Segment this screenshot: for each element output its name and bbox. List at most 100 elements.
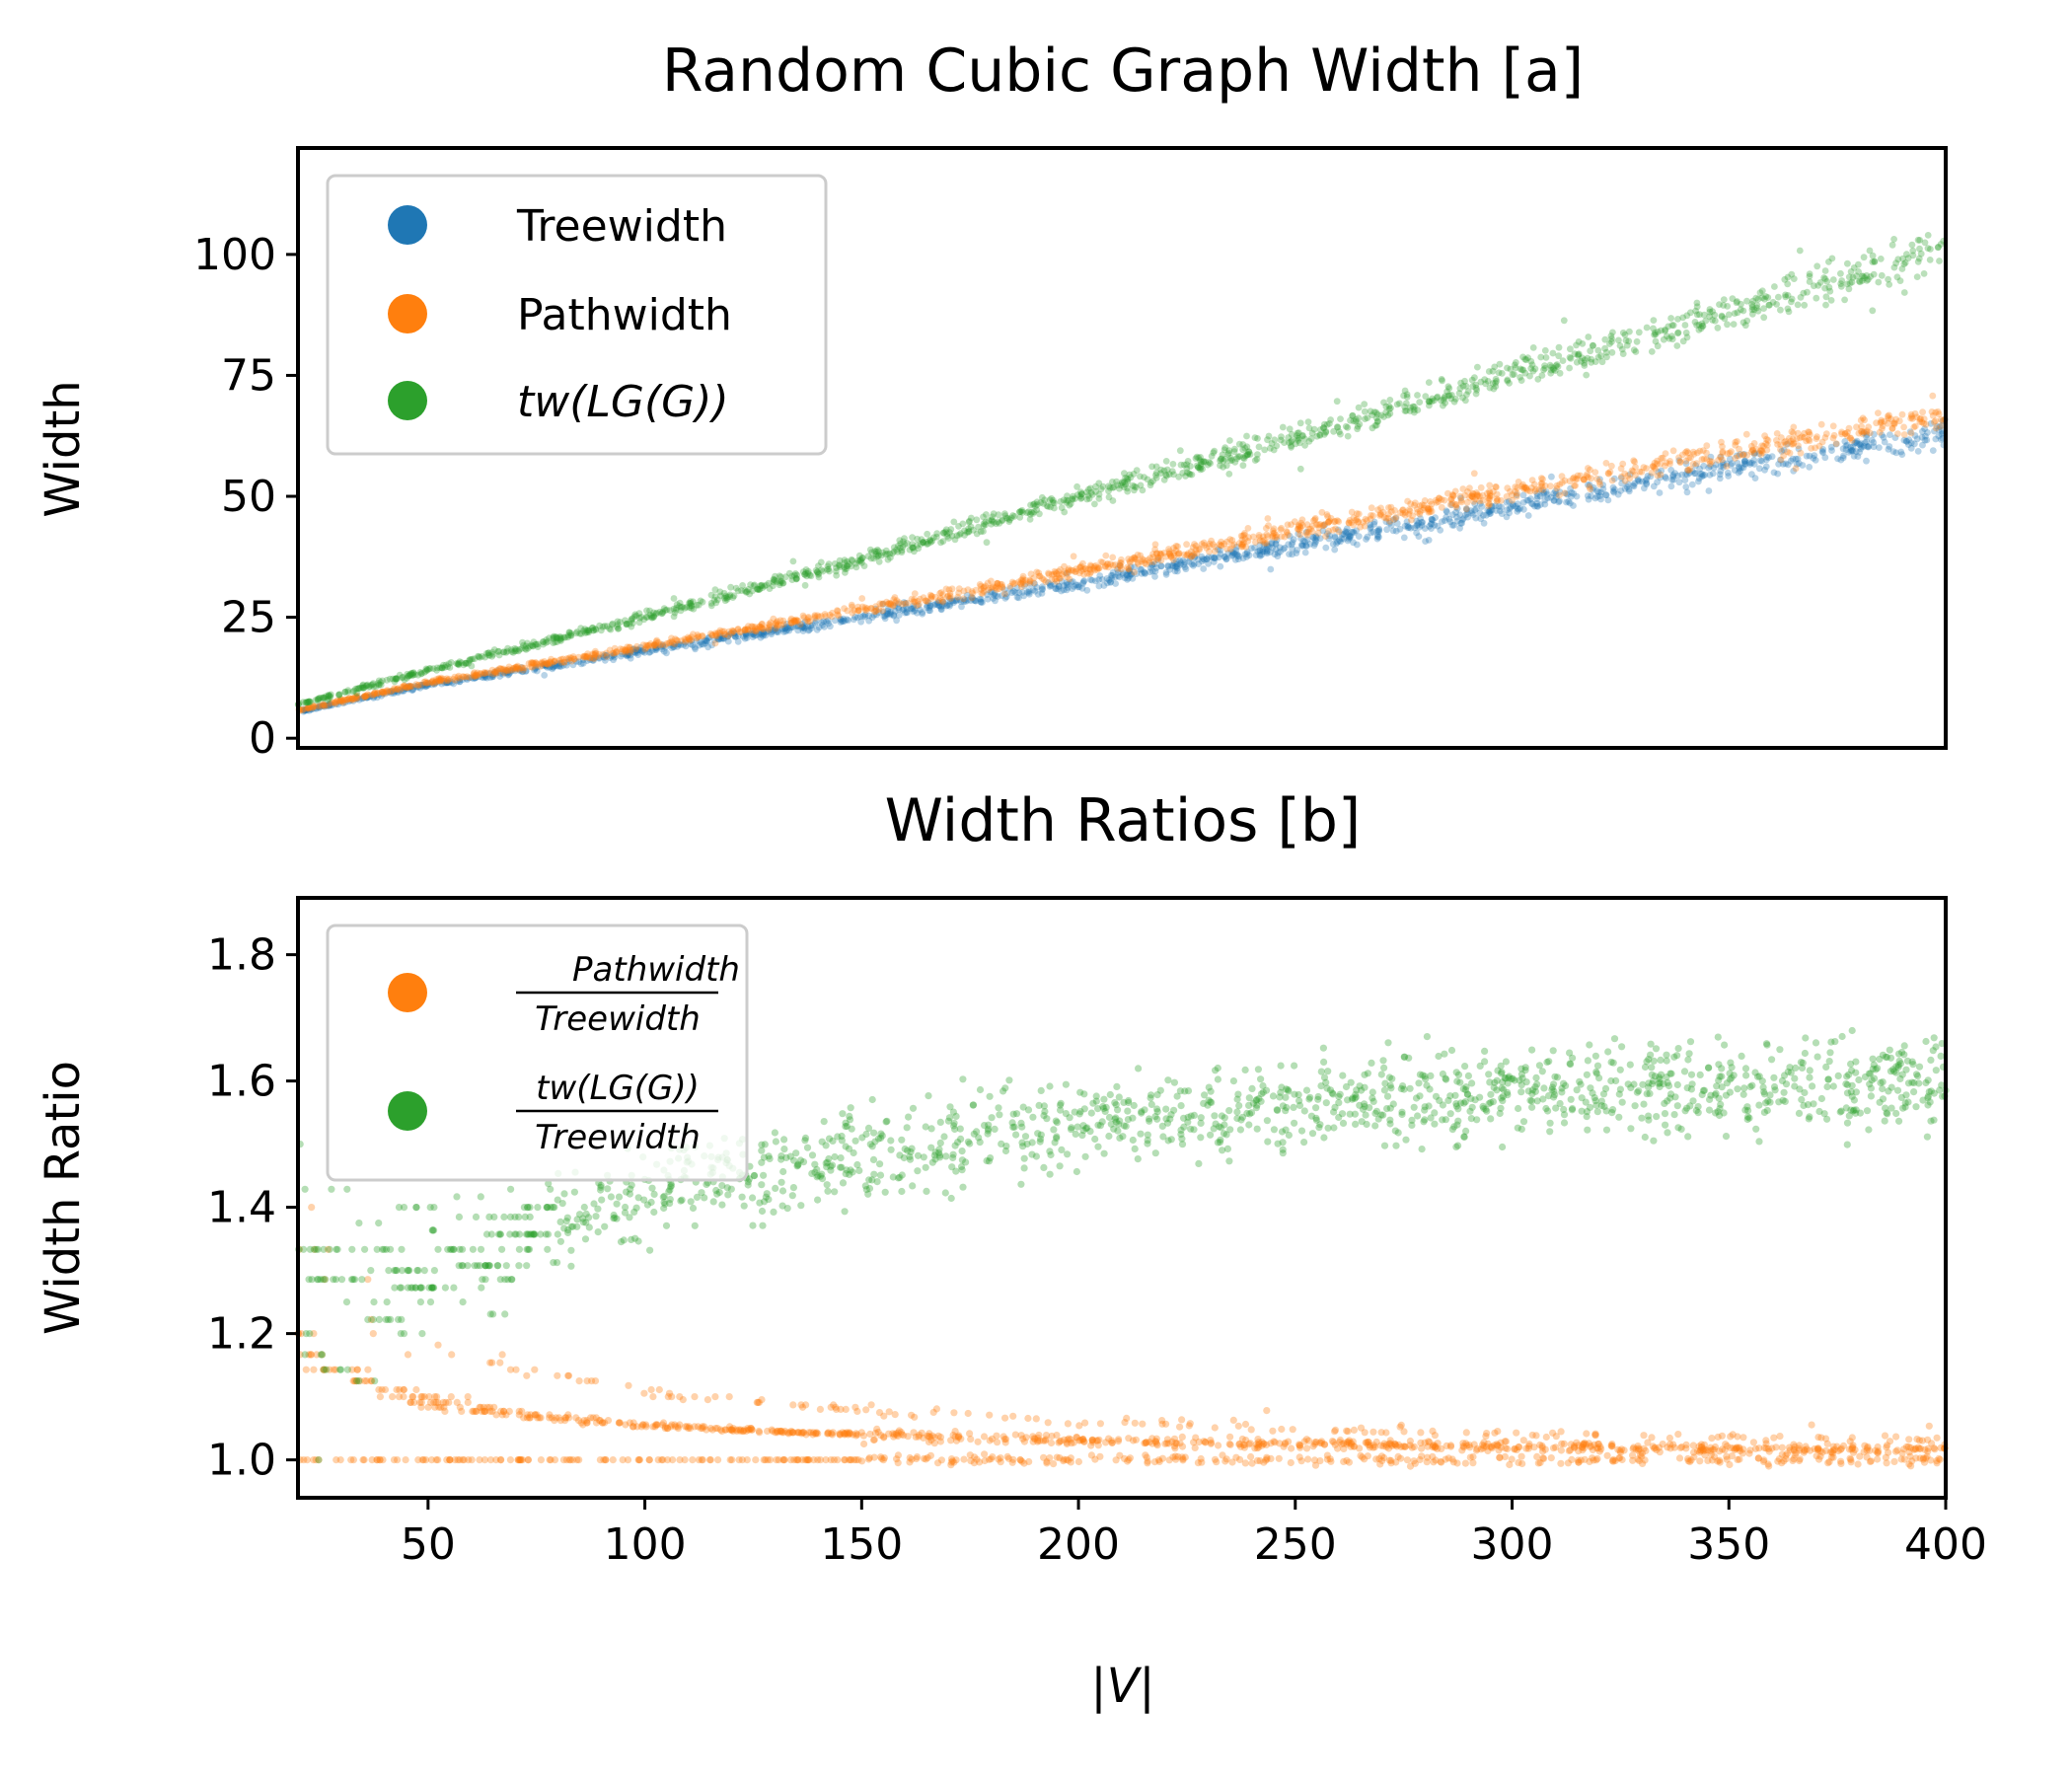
- scatter-point: [1007, 514, 1015, 522]
- scatter-point: [1427, 520, 1435, 528]
- scatter-point: [1671, 470, 1678, 478]
- scatter-point: [1602, 491, 1609, 499]
- scatter-point: [968, 594, 976, 602]
- scatter-point: [1682, 460, 1690, 468]
- scatter-point: [1184, 458, 1192, 465]
- scatter-point: [1133, 467, 1141, 475]
- scatter-point: [1367, 521, 1373, 529]
- scatter-point: [456, 678, 464, 686]
- scatter-point: [978, 589, 986, 597]
- scatter-point: [1924, 232, 1932, 239]
- scatter-point: [407, 683, 414, 691]
- scatter-point: [1208, 537, 1215, 545]
- scatter-point: [446, 1456, 454, 1464]
- scatter-point: [568, 657, 575, 665]
- scatter-point: [1590, 483, 1597, 491]
- scatter-point: [1453, 517, 1461, 525]
- scatter-point: [801, 581, 809, 589]
- scatter-point: [1922, 432, 1929, 440]
- scatter-point: [1696, 447, 1704, 455]
- scatter-point: [1614, 490, 1622, 498]
- scatter-point: [1288, 1444, 1295, 1452]
- scatter-point: [1305, 438, 1313, 445]
- scatter-point: [1830, 431, 1838, 439]
- scatter-point: [1279, 423, 1287, 431]
- scatter-point: [1813, 294, 1820, 302]
- scatter-point: [1439, 518, 1445, 525]
- scatter-point: [1114, 572, 1122, 579]
- scatter-point: [1245, 448, 1253, 456]
- scatter-point: [1431, 521, 1439, 529]
- scatter-point: [1623, 341, 1631, 349]
- scatter-point: [437, 676, 445, 683]
- scatter-point: [1806, 464, 1813, 471]
- scatter-point: [1115, 1436, 1123, 1443]
- scatter-point: [1400, 392, 1407, 400]
- scatter-point: [1861, 1442, 1869, 1449]
- scatter-point: [978, 596, 985, 603]
- scatter-point: [743, 1456, 751, 1464]
- scatter-point: [1736, 463, 1742, 471]
- scatter-point: [1129, 575, 1137, 582]
- scatter-point: [1297, 542, 1305, 550]
- scatter-point: [472, 674, 479, 682]
- scatter-point: [444, 677, 451, 685]
- scatter-point: [1375, 533, 1382, 541]
- scatter-point: [1035, 572, 1043, 580]
- scatter-point: [609, 649, 617, 657]
- scatter-point: [819, 567, 827, 575]
- scatter-point: [1248, 1459, 1256, 1467]
- scatter-point: [1591, 469, 1599, 476]
- scatter-point: [1178, 1433, 1186, 1441]
- scatter-point: [622, 650, 629, 658]
- scatter-point: [1792, 465, 1800, 473]
- scatter-point: [1608, 348, 1616, 356]
- scatter-point: [400, 688, 407, 695]
- scatter-point: [1894, 430, 1901, 437]
- scatter-point: [809, 622, 816, 629]
- scatter-point: [884, 610, 892, 618]
- scatter-point: [1629, 468, 1637, 476]
- scatter-point: [1935, 432, 1943, 440]
- scatter-point: [903, 603, 910, 611]
- scatter-point: [748, 630, 756, 637]
- scatter-point: [789, 1401, 797, 1409]
- scatter-point: [718, 628, 726, 635]
- scatter-point: [930, 602, 937, 609]
- scatter-point: [835, 612, 843, 620]
- scatter-point: [1839, 454, 1847, 462]
- scatter-point: [1469, 1459, 1477, 1467]
- scatter-point: [1355, 533, 1363, 540]
- scatter-point: [1478, 503, 1486, 510]
- scatter-point: [505, 670, 513, 678]
- scatter-point: [516, 666, 524, 674]
- scatter-point: [939, 598, 947, 606]
- scatter-point: [1631, 458, 1639, 466]
- scatter-point: [1211, 555, 1218, 561]
- scatter-point: [1024, 1414, 1032, 1423]
- scatter-point: [589, 656, 596, 664]
- scatter-point: [1471, 506, 1479, 514]
- scatter-point: [1464, 513, 1471, 521]
- scatter-point: [1413, 529, 1420, 537]
- scatter-point: [1886, 281, 1893, 288]
- scatter-point: [1507, 503, 1515, 511]
- scatter-point: [1151, 546, 1158, 554]
- scatter-point: [1142, 570, 1148, 577]
- scatter-point: [910, 544, 918, 552]
- scatter-point: [1413, 517, 1421, 525]
- scatter-point: [1114, 565, 1121, 573]
- scatter-point: [1668, 333, 1675, 340]
- scatter-point: [1183, 552, 1190, 559]
- scatter-point: [640, 1389, 648, 1397]
- scatter-point: [456, 676, 464, 684]
- scatter-point: [1676, 458, 1684, 466]
- scatter-point: [807, 625, 815, 631]
- scatter-point: [1527, 484, 1535, 491]
- scatter-point: [983, 539, 991, 547]
- scatter-point: [771, 627, 778, 633]
- scatter-point: [1272, 540, 1280, 548]
- scatter-point: [1380, 413, 1387, 420]
- scatter-point: [1011, 589, 1019, 596]
- scatter-point: [1886, 1438, 1894, 1445]
